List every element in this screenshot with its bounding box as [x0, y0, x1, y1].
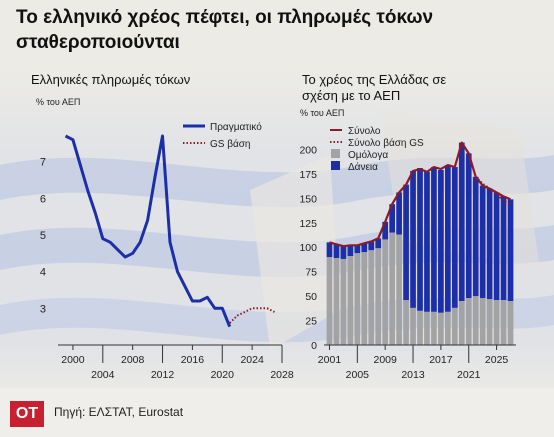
x-tick-label: 2021 [457, 369, 481, 381]
bar-loans [508, 199, 514, 301]
bar-loans [466, 153, 472, 298]
bar-bonds [417, 311, 423, 345]
bar-loans [487, 189, 493, 299]
y-tick-label: 25 [305, 316, 317, 328]
bar-bonds [341, 259, 347, 345]
bar-bonds [368, 250, 374, 345]
x-tick-label: 2005 [346, 369, 370, 381]
y-tick-label: 100 [299, 242, 317, 254]
bar-bonds [438, 313, 444, 345]
y-tick-label: 125 [299, 218, 317, 230]
bar-bonds [480, 298, 486, 345]
bar-bonds [348, 256, 354, 345]
brand-logo: ΟΤ [10, 401, 44, 427]
y-tick-label: 0 [311, 340, 317, 352]
bar-bonds [403, 300, 409, 345]
legend-label: Ομόλογα [348, 149, 388, 161]
bar-bonds [487, 299, 493, 345]
bar-bonds [424, 312, 430, 345]
y-tick-label: 150 [299, 193, 317, 205]
bar-loans [327, 242, 333, 257]
bar-bonds [466, 298, 472, 345]
bar-bonds [382, 239, 388, 345]
bar-loans [396, 192, 402, 234]
bar-bonds [396, 235, 402, 345]
x-tick-label: 2001 [318, 354, 342, 366]
bar-loans [480, 186, 486, 298]
bar-loans [403, 185, 409, 300]
bar-loans [424, 172, 430, 312]
bar-bonds [334, 258, 340, 345]
bar-bonds [354, 253, 360, 345]
bar-bonds [494, 300, 500, 345]
bar-loans [452, 167, 458, 308]
bar-loans [501, 196, 507, 300]
bar-bonds [473, 296, 479, 345]
bar-loans [445, 165, 451, 312]
bar-bonds [410, 308, 416, 345]
bar-bonds [452, 308, 458, 345]
source-note: Πηγή: ΕΛΣΤΑΤ, Eurostat [54, 405, 183, 419]
y-tick-label: 200 [299, 144, 317, 156]
x-tick-label: 2017 [429, 354, 453, 366]
bar-loans [354, 245, 360, 253]
legend-label: Σύνολο [348, 125, 381, 137]
bar-bonds [431, 312, 437, 345]
legend-swatch [331, 161, 340, 170]
legend-label: Σύνολο βάση GS [348, 137, 424, 149]
bar-loans [438, 170, 444, 313]
bar-loans [473, 177, 479, 296]
bar-bonds [327, 257, 333, 345]
bar-loans [459, 143, 465, 301]
bar-bonds [445, 312, 451, 345]
y-tick-label: 75 [305, 267, 317, 279]
x-tick-label: 2025 [485, 354, 509, 366]
bar-loans [494, 192, 500, 300]
legend-swatch [331, 149, 340, 158]
y-tick-label: 175 [299, 169, 317, 181]
bar-bonds [375, 248, 381, 345]
y-tick-label: 50 [305, 291, 317, 303]
bar-bonds [508, 301, 514, 345]
bar-loans [348, 245, 354, 256]
bar-loans [341, 246, 347, 259]
bar-bonds [459, 301, 465, 345]
x-tick-label: 2013 [401, 369, 425, 381]
bar-loans [417, 168, 423, 311]
bar-loans [431, 167, 437, 312]
bar-bonds [361, 252, 367, 345]
bar-bonds [389, 233, 395, 345]
bar-loans [410, 171, 416, 308]
bar-loans [334, 244, 340, 258]
x-tick-label: 2009 [374, 354, 398, 366]
legend-label: Δάνεια [348, 161, 378, 173]
bar-bonds [501, 300, 507, 345]
